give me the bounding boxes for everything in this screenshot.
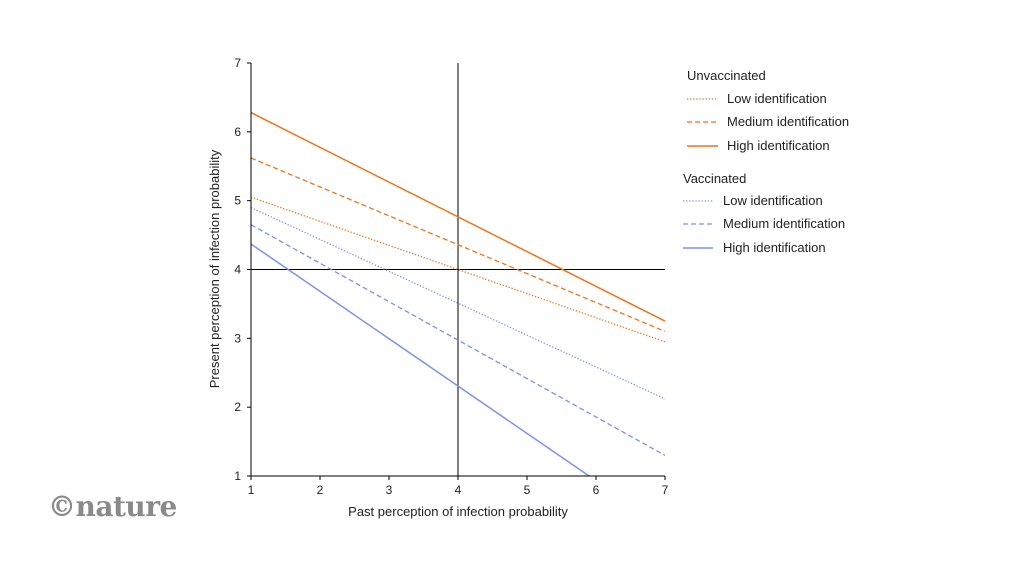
x-tick-label: 1 [248, 483, 255, 497]
legend-label: Medium identification [723, 216, 845, 231]
legend-heading-unvaccinated: Unvaccinated [687, 68, 766, 83]
x-tick-label: 2 [317, 483, 324, 497]
y-tick-label: 1 [234, 469, 241, 483]
x-tick-label: 7 [662, 483, 669, 497]
series-line-unvaccinated-high-identification [250, 111, 666, 322]
legend-label: High identification [723, 240, 826, 255]
x-tick-label: 5 [524, 483, 531, 497]
x-tick-label: 3 [386, 483, 393, 497]
y-axis-title: Present perception of infection probabil… [207, 149, 222, 388]
legend-heading-vaccinated: Vaccinated [683, 171, 746, 186]
x-tick-label: 4 [455, 483, 462, 497]
x-axis-title: Past perception of infection probability [348, 504, 568, 519]
axes: 1 2 3 4 5 6 7 1 2 3 4 5 6 7 [234, 56, 668, 497]
legend: Unvaccinated Low identification Medium ide… [683, 68, 849, 255]
y-tick-label: 7 [234, 56, 241, 70]
legend-label: High identification [727, 138, 830, 153]
y-tick-label: 3 [234, 331, 241, 345]
x-tick-label: 6 [593, 483, 600, 497]
plot-area [250, 63, 666, 477]
legend-label: Low identification [723, 193, 823, 208]
y-tick-label: 5 [234, 194, 241, 208]
series-line-vaccinated-medium-identification [250, 224, 666, 456]
series-line-unvaccinated-medium-identification [250, 157, 666, 332]
y-tick-label: 6 [234, 125, 241, 139]
legend-label: Medium identification [727, 114, 849, 129]
legend-label: Low identification [727, 91, 827, 106]
nature-logo: ©nature [48, 490, 177, 523]
y-tick-label: 4 [234, 263, 241, 277]
series-line-vaccinated-high-identification [250, 243, 590, 477]
y-tick-label: 2 [234, 400, 241, 414]
